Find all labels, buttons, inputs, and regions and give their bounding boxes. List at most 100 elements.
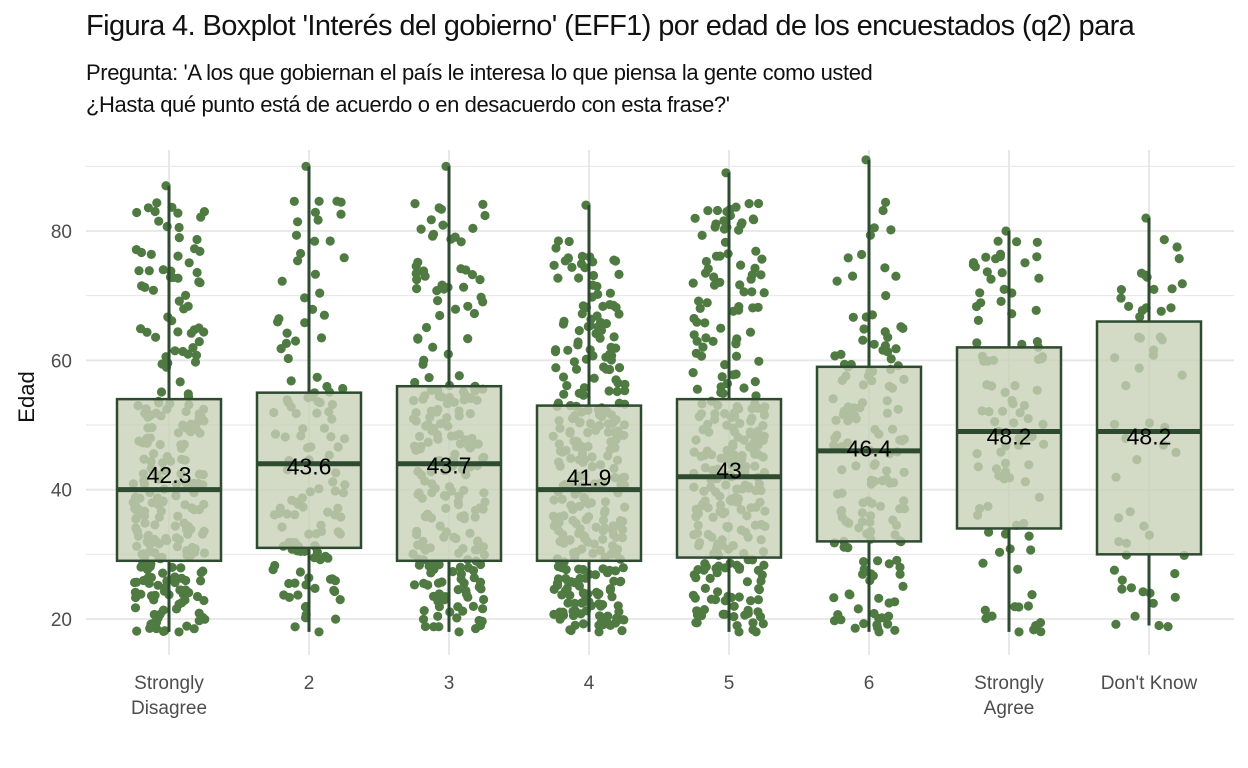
data-point [717,372,727,382]
data-point [720,360,730,370]
data-point [598,301,608,311]
data-point [710,222,720,232]
data-point [734,592,744,602]
data-point [561,574,571,584]
data-point [196,212,206,222]
data-point [325,236,335,246]
data-point [295,567,305,577]
data-point [1117,584,1127,594]
data-point [194,616,204,626]
data-point [869,339,879,349]
data-point [420,271,430,281]
data-point [695,303,705,313]
data-point [300,293,310,303]
data-point [595,333,605,343]
data-point [416,224,426,234]
data-point [874,593,884,603]
data-point [1116,285,1126,295]
data-point [604,386,614,396]
data-point [1012,237,1022,247]
data-point [573,340,583,350]
data-point [868,571,878,581]
data-point [595,611,605,621]
data-point [691,573,701,583]
data-point [734,225,744,235]
data-point [689,313,699,324]
data-point [282,328,292,338]
data-point [562,381,572,391]
data-point [551,345,561,355]
data-point [993,236,1003,246]
data-point [883,619,893,629]
data-point [617,626,627,636]
data-point [551,363,561,373]
data-point [574,581,585,591]
data-point [323,553,333,563]
data-point [605,620,616,631]
data-point [1148,598,1158,608]
data-point [873,556,883,566]
data-point [608,300,618,310]
x-tick-label: 2 [304,673,315,694]
data-point [468,601,478,612]
data-point [551,243,561,253]
data-point [1031,305,1041,315]
data-point [413,334,423,344]
data-point [605,288,616,298]
data-point [593,590,603,600]
data-point [467,270,477,280]
data-point [136,324,146,334]
data-point [195,278,205,288]
data-point [130,577,140,588]
data-point [433,596,443,606]
data-point [703,206,713,216]
data-point [858,335,868,345]
data-point [319,310,329,320]
mean-labels-layer: 42.3 43.6 43.7 41.9 43 46.4 48.2 48.2 [147,424,1172,491]
box-group [535,205,643,632]
data-point [475,275,485,285]
data-point [152,198,162,208]
data-point [1159,235,1169,245]
data-point [881,291,891,301]
data-point [1170,592,1180,602]
data-point [150,620,160,630]
data-point [419,606,429,616]
data-point [857,249,867,260]
data-point [729,612,739,622]
x-tick-label: Strongly [134,673,204,694]
data-point [843,543,853,553]
data-point [432,286,442,296]
data-point [289,196,299,206]
y-tick-label: 60 [51,351,72,372]
data-point [999,284,1009,294]
data-point [428,229,439,239]
data-point [718,388,728,398]
data-point [194,608,204,618]
data-point [697,230,707,240]
data-point [749,215,759,225]
x-tick-label: 5 [724,673,735,694]
data-point-min [174,627,184,637]
data-point [578,390,589,400]
data-point [880,263,890,273]
data-point [1170,569,1180,579]
data-point [1032,252,1042,262]
data-point [433,296,443,306]
data-point [313,215,323,225]
data-point [331,614,341,624]
data-point [574,326,584,336]
data-point [158,568,168,578]
data-point [589,373,599,383]
data-point [614,363,625,373]
data-point [438,220,448,230]
data-point [284,592,294,603]
data-point [980,605,990,615]
data-point [843,253,853,263]
data-point [410,199,420,209]
data-point [605,364,615,375]
data-point [194,323,204,333]
data-point [146,591,157,601]
data-point [729,601,739,611]
